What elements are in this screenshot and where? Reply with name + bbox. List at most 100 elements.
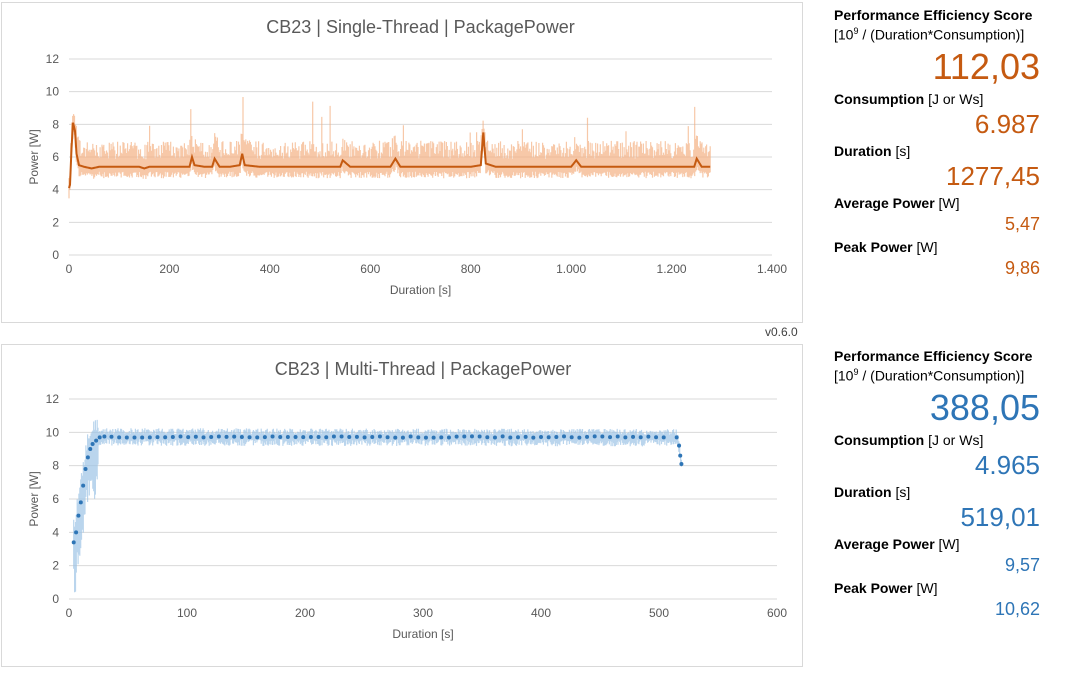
data-point <box>469 434 474 439</box>
data-point <box>71 540 76 545</box>
data-point <box>308 435 313 440</box>
data-point <box>485 435 490 440</box>
data-point <box>508 435 513 440</box>
data-point <box>592 434 597 439</box>
data-point <box>97 435 102 440</box>
y-tick-label: 8 <box>52 459 59 473</box>
x-tick-label: 800 <box>461 262 481 276</box>
data-point <box>85 455 90 460</box>
data-point <box>562 434 567 439</box>
avg-power-label: Average Power [W] <box>834 194 960 211</box>
pes-unit: [109 / (Duration*Consumption)] <box>834 367 1025 384</box>
data-point <box>492 435 497 440</box>
single-avg-power-value: 5,47 <box>1004 213 1040 234</box>
data-point <box>377 434 382 439</box>
multi-peak-power-value: 10,62 <box>994 598 1040 619</box>
data-point <box>74 530 79 535</box>
data-point <box>531 435 536 440</box>
data-point <box>654 435 659 440</box>
y-tick-label: 0 <box>52 248 59 262</box>
data-point <box>216 434 221 439</box>
data-point <box>278 434 283 439</box>
data-point <box>347 435 352 440</box>
x-tick-label: 600 <box>767 606 787 620</box>
data-point <box>523 434 528 439</box>
x-tick-label: 1.200 <box>657 262 687 276</box>
data-point <box>416 435 421 440</box>
data-point <box>631 434 636 439</box>
data-point <box>109 434 114 439</box>
multi-duration-value: 519,01 <box>960 501 1040 532</box>
data-point <box>324 435 329 440</box>
data-point <box>316 434 321 439</box>
duration-label: Duration [s] <box>834 142 911 159</box>
multi-thread-stats: Performance Efficiency Score [109 / (Dur… <box>834 340 1064 620</box>
x-tick-label: 300 <box>413 606 433 620</box>
peak-power-label: Peak Power [W] <box>834 238 938 255</box>
consumption-label: Consumption [J or Ws] <box>834 431 984 448</box>
data-point <box>255 435 260 440</box>
data-point <box>186 435 191 440</box>
data-point <box>285 434 290 439</box>
x-axis-label: Duration [s] <box>390 283 451 297</box>
single-peak-power-value: 9,86 <box>1004 257 1040 278</box>
data-point <box>94 438 99 443</box>
data-point <box>301 435 306 440</box>
data-point <box>623 435 628 440</box>
data-point <box>124 435 129 440</box>
data-point <box>370 435 375 440</box>
y-tick-label: 8 <box>52 117 59 131</box>
y-tick-label: 6 <box>52 150 59 164</box>
data-point <box>608 435 613 440</box>
data-point <box>661 435 666 440</box>
data-point <box>247 435 252 440</box>
x-tick-label: 0 <box>66 262 73 276</box>
single-thread-chart-panel: CB23 | Single-Thread | PackagePower 0 2 4 6 8… <box>1 2 803 323</box>
data-point <box>400 435 405 440</box>
data-point <box>678 453 683 458</box>
data-point <box>554 434 559 439</box>
y-tick-label: 2 <box>52 215 59 229</box>
data-point <box>477 434 482 439</box>
data-point <box>102 434 107 439</box>
y-axis-label: Power [W] <box>27 129 41 184</box>
y-tick-label: 0 <box>52 592 59 606</box>
data-point <box>90 442 95 446</box>
series-line <box>68 122 711 189</box>
consumption-label: Consumption [J or Ws] <box>834 90 984 107</box>
x-tick-label: 400 <box>531 606 551 620</box>
single-thread-stats: Performance Efficiency Score [109 / (Dur… <box>834 0 1064 279</box>
chart-title: CB23 | Multi-Thread | PackagePower <box>275 359 571 379</box>
data-point <box>362 435 367 440</box>
pes-unit: [109 / (Duration*Consumption)] <box>834 26 1025 43</box>
data-point <box>201 435 206 440</box>
data-point <box>500 434 505 439</box>
multi-consumption-value: 4.965 <box>974 449 1040 480</box>
data-point <box>155 435 160 440</box>
data-point <box>147 435 152 440</box>
y-tick-label: 4 <box>52 525 59 539</box>
data-point <box>88 447 93 451</box>
y-axis-label: Power [W] <box>27 471 41 526</box>
data-point <box>677 443 682 448</box>
raw-sample-band <box>68 97 711 199</box>
data-point <box>117 435 122 440</box>
data-point <box>163 435 168 440</box>
y-tick-label: 2 <box>52 559 59 573</box>
data-point <box>454 434 459 439</box>
data-point <box>546 435 551 440</box>
data-point <box>600 434 605 439</box>
data-point <box>385 435 390 440</box>
y-tick-label: 6 <box>52 492 59 506</box>
data-point <box>638 435 643 440</box>
data-point <box>83 467 88 471</box>
data-point <box>569 435 574 440</box>
raw-sample-band <box>73 419 682 593</box>
y-tick-label: 12 <box>46 52 60 66</box>
y-tick-label: 10 <box>46 425 60 439</box>
duration-label: Duration [s] <box>834 483 911 500</box>
data-point <box>170 435 175 440</box>
data-point <box>585 434 590 439</box>
data-point <box>331 434 336 439</box>
y-tick-label: 4 <box>52 183 59 197</box>
